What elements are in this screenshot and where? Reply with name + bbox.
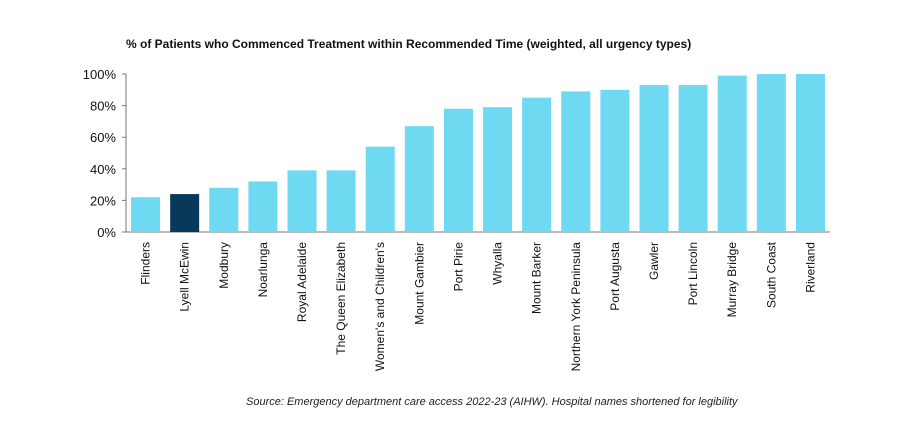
x-category-label: Murray Bridge xyxy=(725,242,739,318)
bar-port-lincoln xyxy=(678,85,708,232)
bar-mount-barker xyxy=(522,97,552,232)
x-category-label: Mount Barker xyxy=(530,242,544,314)
x-category-label: Port Pirie xyxy=(451,242,465,292)
x-category-label: Whyalla xyxy=(491,242,505,285)
y-tick-label: 40% xyxy=(90,162,116,177)
x-category-label: Gawler xyxy=(647,242,661,280)
bar-lyell-mcewin xyxy=(170,194,200,232)
x-category-label: Royal Adelaide xyxy=(295,242,309,322)
x-category-label: Northern York Peninsula xyxy=(569,242,583,372)
y-tick-label: 60% xyxy=(90,130,116,145)
x-category-label: Modbury xyxy=(217,242,231,289)
x-category-label: Flinders xyxy=(139,242,153,285)
x-category-label: Port Lincoln xyxy=(686,242,700,305)
bar-riverland xyxy=(795,74,825,232)
bar-northern-york-peninsula xyxy=(561,91,591,232)
y-tick-label: 20% xyxy=(90,193,116,208)
x-category-label: Riverland xyxy=(803,242,817,293)
y-tick-label: 100% xyxy=(83,67,117,82)
bar-the-queen-elizabeth xyxy=(326,170,356,232)
bar-port-augusta xyxy=(600,89,630,232)
bar-south-coast xyxy=(756,74,786,232)
bar-port-pirie xyxy=(443,108,473,232)
bar-women-s-and-children-s xyxy=(365,146,395,232)
x-category-label: Women's and Children's xyxy=(373,242,387,371)
bar-murray-bridge xyxy=(717,75,747,232)
bar-whyalla xyxy=(483,107,513,232)
x-category-label: Noarlunga xyxy=(256,242,270,298)
bar-modbury xyxy=(209,187,239,232)
bar-royal-adelaide xyxy=(287,170,317,232)
x-category-label: Port Augusta xyxy=(608,242,622,311)
bar-gawler xyxy=(639,85,669,232)
x-category-label: The Queen Elizabeth xyxy=(334,242,348,355)
bar-mount-gambier xyxy=(404,126,434,232)
y-tick-label: 0% xyxy=(97,225,116,240)
source-note: Source: Emergency department care access… xyxy=(246,396,738,408)
bar-noarlunga xyxy=(248,181,278,232)
x-category-label: Lyell McEwin xyxy=(178,242,192,312)
x-category-label: South Coast xyxy=(764,241,778,308)
bar-flinders xyxy=(131,197,161,232)
y-tick-label: 80% xyxy=(90,99,116,114)
chart-title: % of Patients who Commenced Treatment wi… xyxy=(126,37,692,51)
x-category-label: Mount Gambier xyxy=(412,242,426,325)
